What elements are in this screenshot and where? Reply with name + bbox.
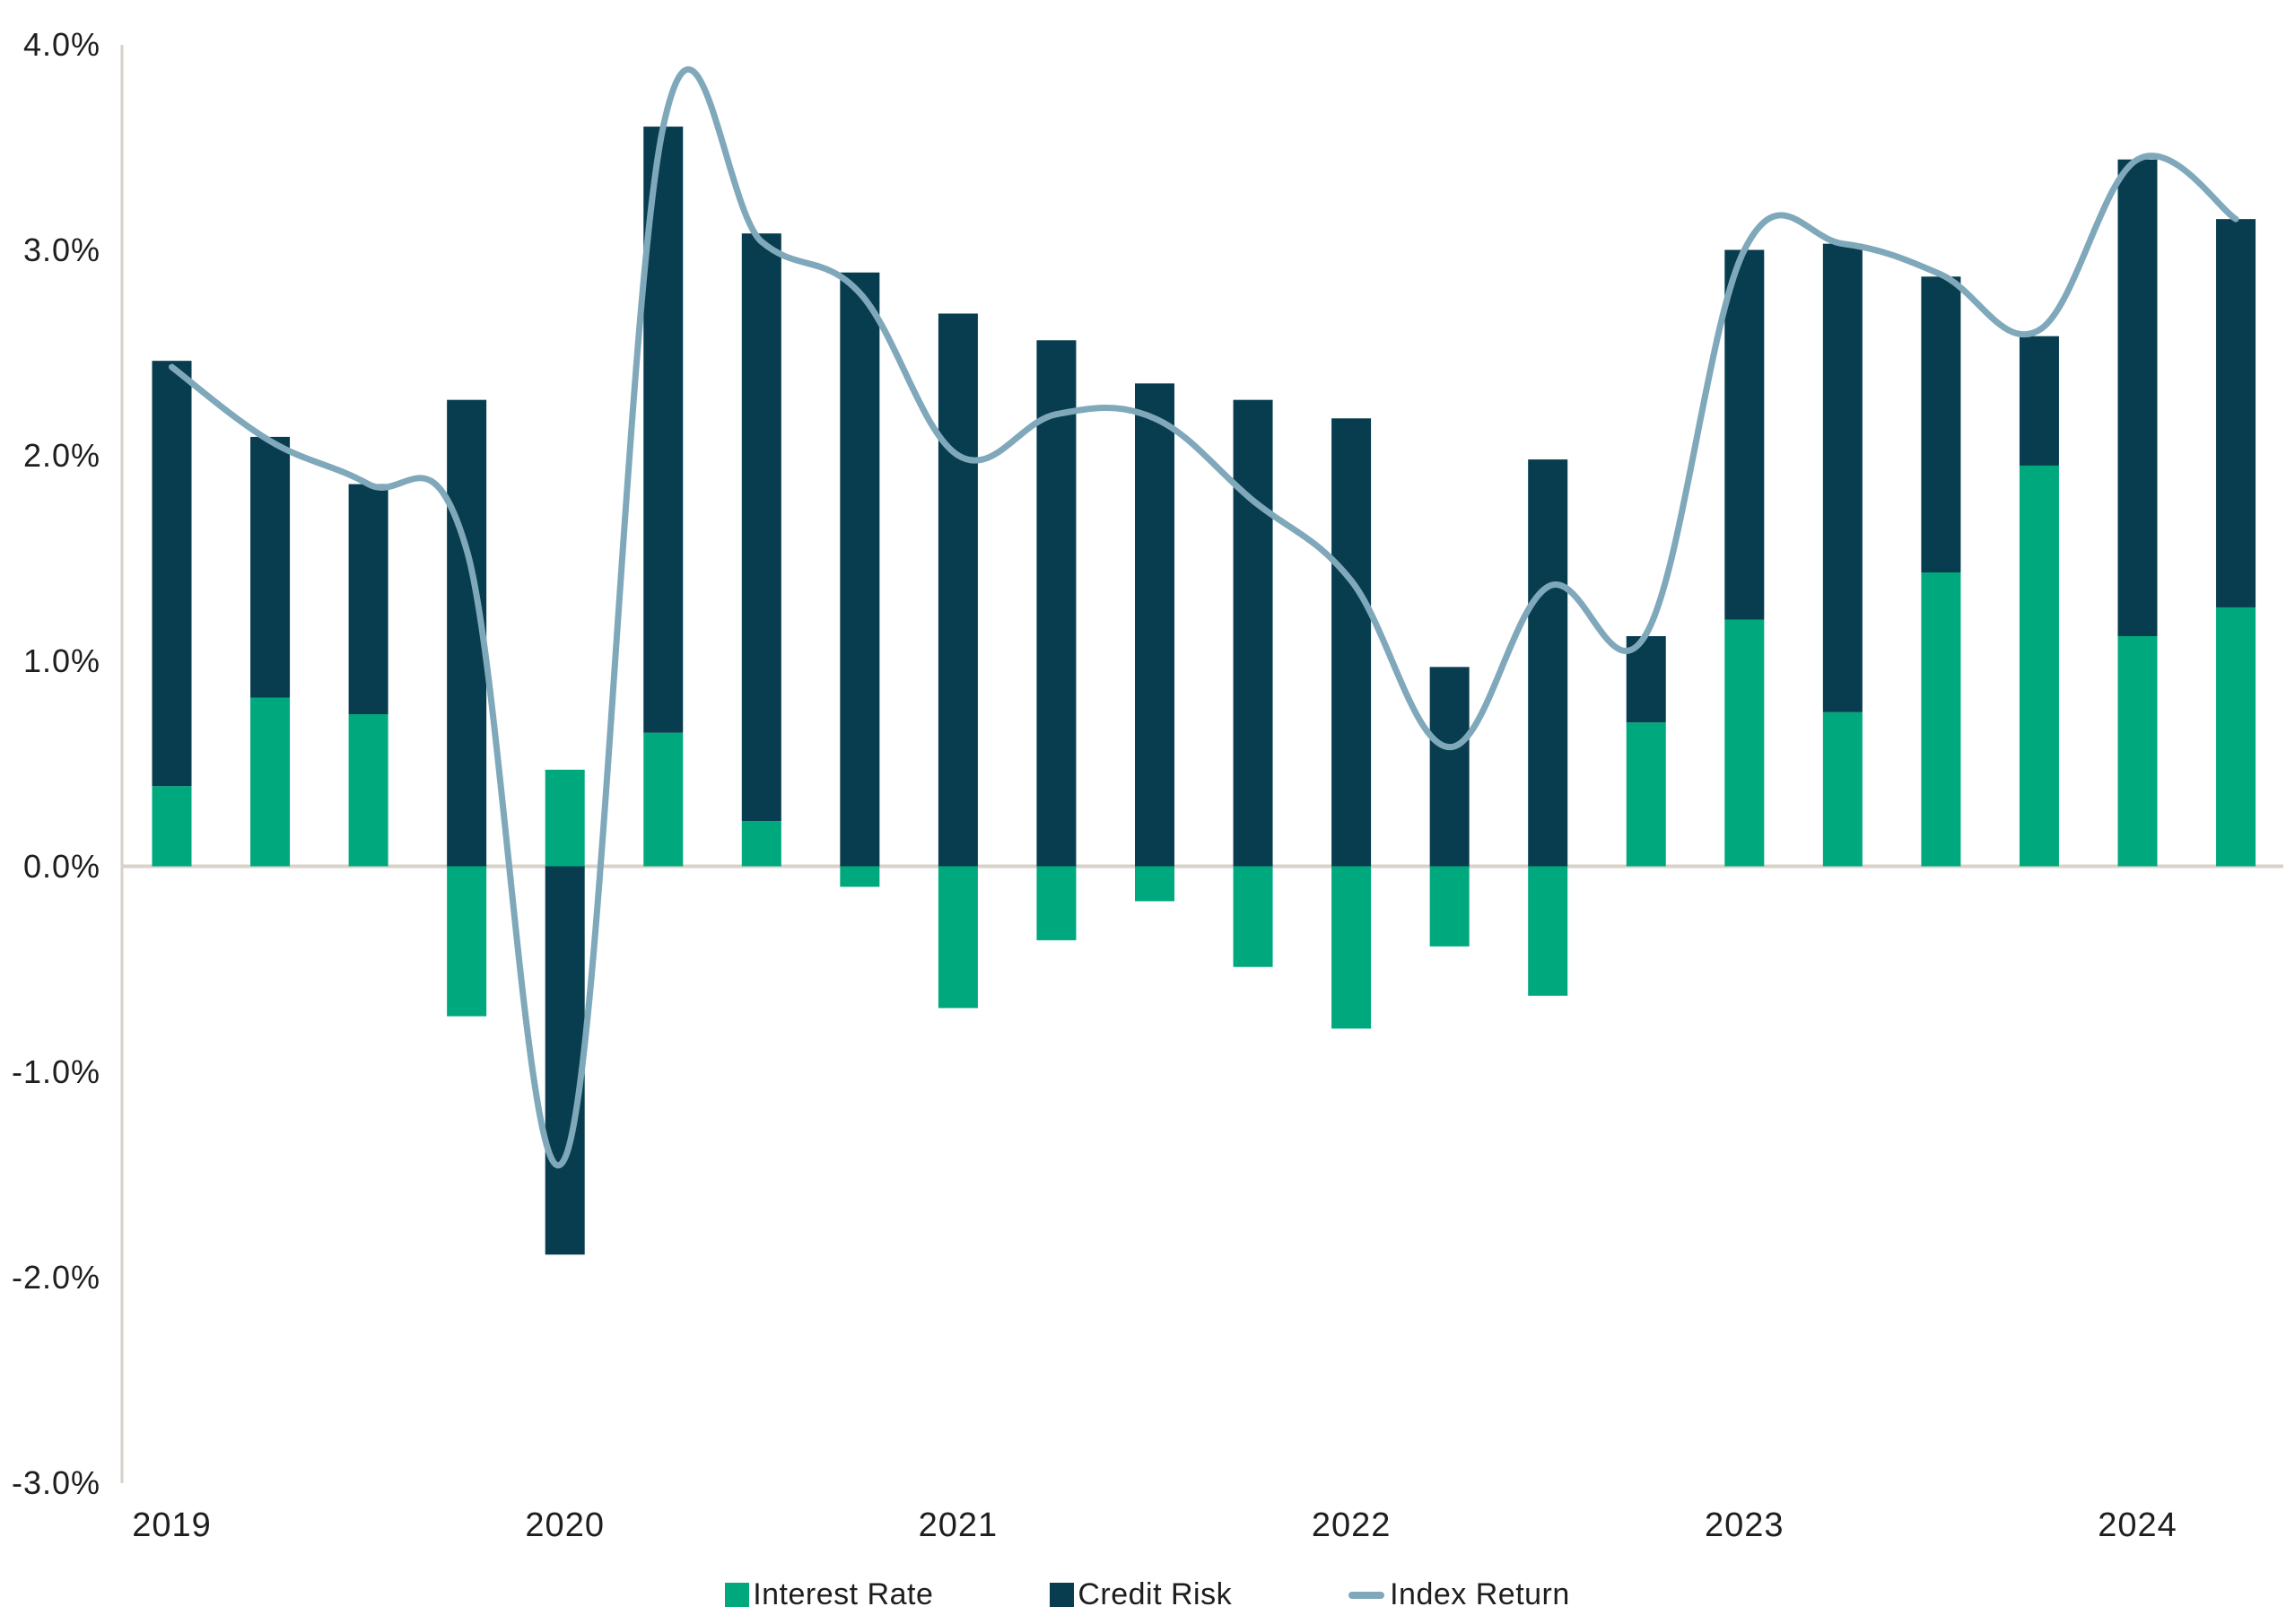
bar-credit-risk-segment xyxy=(2117,159,2158,637)
bar-credit-risk-segment xyxy=(2216,219,2256,607)
bar-interest-rate-segment xyxy=(348,714,388,867)
bar-interest-rate-segment xyxy=(1233,866,1273,967)
bar-credit-risk-segment xyxy=(2019,336,2059,466)
bar-interest-rate-segment xyxy=(1331,866,1372,1029)
y-axis-label: 3.0% xyxy=(23,231,100,268)
index-return-line-swatch-icon xyxy=(1348,1591,1385,1599)
bar-interest-rate-segment xyxy=(741,821,781,867)
bar-interest-rate-segment xyxy=(1528,866,1568,996)
x-axis-label: 2023 xyxy=(1705,1506,1785,1544)
x-axis-label: 2024 xyxy=(2098,1506,2177,1544)
y-axis-label: -1.0% xyxy=(12,1053,100,1090)
y-axis-label: 1.0% xyxy=(23,642,100,679)
bar-interest-rate-segment xyxy=(2216,607,2256,867)
y-axis-label: 0.0% xyxy=(23,848,100,885)
bar-credit-risk-segment xyxy=(250,436,291,698)
bar-interest-rate-segment xyxy=(545,769,585,867)
bar-interest-rate-segment xyxy=(1626,722,1666,867)
interest-rate-swatch-icon xyxy=(725,1583,750,1607)
legend-label-index-return: Index Return xyxy=(1390,1577,1570,1611)
x-axis-label: 2020 xyxy=(525,1506,605,1544)
bar-interest-rate-segment xyxy=(1429,866,1470,947)
bar-interest-rate-segment xyxy=(1921,572,1961,867)
y-axis-label: 4.0% xyxy=(23,26,100,63)
bar-credit-risk-segment xyxy=(840,272,880,867)
bar-interest-rate-segment xyxy=(1036,866,1077,940)
y-axis-label: 2.0% xyxy=(23,437,100,474)
bar-credit-risk-segment xyxy=(545,866,585,1255)
bar-credit-risk-segment xyxy=(741,233,781,822)
bar-interest-rate-segment xyxy=(447,866,487,1017)
legend-item-credit-risk: Credit Risk xyxy=(1050,1577,1232,1612)
y-axis-label: -2.0% xyxy=(12,1259,100,1296)
bar-interest-rate-segment xyxy=(2117,636,2158,867)
bar-credit-risk-segment xyxy=(1528,459,1568,867)
legend-label-interest-rate: Interest Rate xyxy=(753,1577,934,1611)
index-return-line xyxy=(169,66,2239,1169)
x-axis-label: 2021 xyxy=(919,1506,999,1544)
bar-credit-risk-segment xyxy=(1135,383,1174,867)
bar-interest-rate-segment xyxy=(152,786,192,867)
legend-item-interest-rate: Interest Rate xyxy=(725,1577,933,1612)
bar-credit-risk-segment xyxy=(348,484,388,715)
bar-interest-rate-segment xyxy=(938,866,978,1008)
bar-interest-rate-segment xyxy=(643,732,684,867)
x-axis-label: 2022 xyxy=(1312,1506,1392,1544)
bar-credit-risk-segment xyxy=(152,361,192,787)
bar-credit-risk-segment xyxy=(1233,399,1273,867)
bar-credit-risk-segment xyxy=(1331,418,1372,867)
bar-credit-risk-segment xyxy=(1921,276,1961,573)
bar-interest-rate-segment xyxy=(1724,619,1765,867)
bar-interest-rate-segment xyxy=(1822,712,1863,867)
bar-credit-risk-segment xyxy=(1822,243,1863,712)
bar-interest-rate-segment xyxy=(250,697,291,867)
legend-label-credit-risk: Credit Risk xyxy=(1078,1577,1233,1611)
bar-interest-rate-segment xyxy=(2019,465,2059,867)
bar-credit-risk-segment xyxy=(1036,340,1077,867)
chart-legend: Interest Rate Credit Risk Index Return xyxy=(0,1577,2295,1612)
y-axis-label: -3.0% xyxy=(12,1464,100,1501)
legend-item-index-return: Index Return xyxy=(1348,1577,1570,1612)
bar-credit-risk-segment xyxy=(1429,667,1470,867)
credit-risk-swatch-icon xyxy=(1050,1583,1075,1607)
bar-credit-risk-segment xyxy=(938,313,978,867)
x-axis-label: 2019 xyxy=(132,1506,212,1544)
bar-interest-rate-segment xyxy=(1135,866,1174,902)
bar-interest-rate-segment xyxy=(840,866,880,887)
bar-credit-risk-segment xyxy=(1724,249,1765,620)
